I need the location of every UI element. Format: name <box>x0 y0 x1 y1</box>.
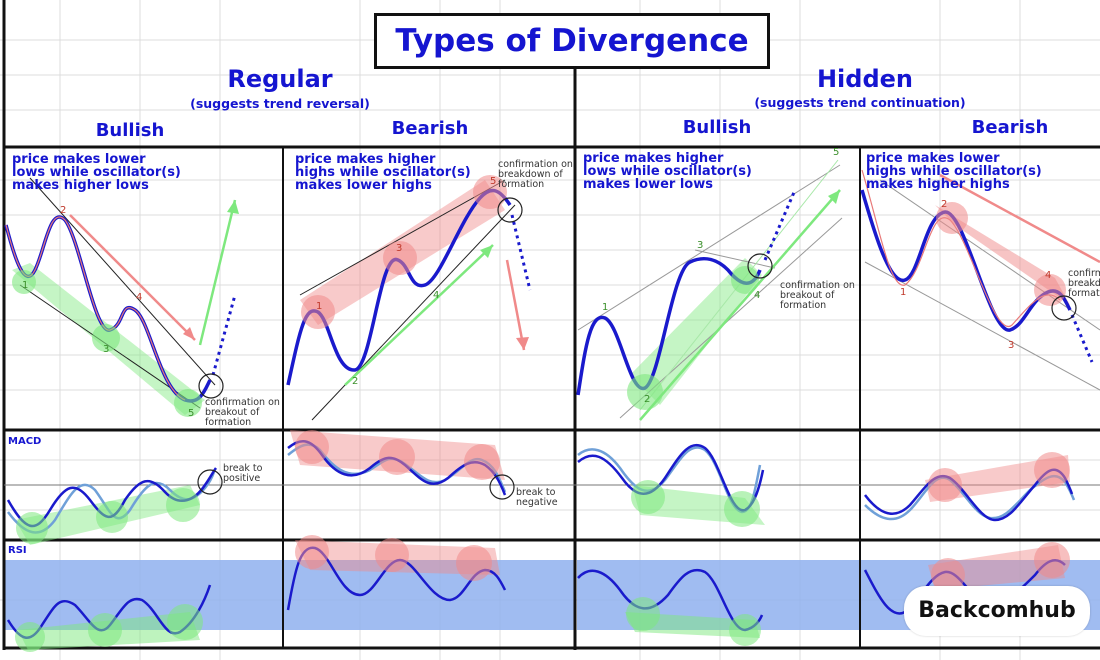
point-marker-5 <box>174 389 202 417</box>
bearish-highs-zone <box>935 205 1070 305</box>
macd-regular-bearish <box>287 430 515 500</box>
point-marker-4 <box>731 266 759 294</box>
point-label-5: 5 <box>490 176 497 187</box>
regular-bearish-heading: Bearish <box>391 118 469 139</box>
hidden-bullish-description: price makes higher lows while oscillator… <box>583 151 752 192</box>
hidden-bearish-description: price makes lower highs while oscillator… <box>866 151 1042 192</box>
regular-bullish-confirmation-note: confirmation on breakout of formation <box>205 397 280 428</box>
bullish-lows-zone <box>630 258 762 405</box>
breakout-arrow <box>198 199 237 346</box>
rsi-regular-bullish <box>6 584 212 652</box>
point-label-1: 1 <box>602 302 609 313</box>
regular-bullish-description: price makes lower lows while oscillator(… <box>12 152 181 193</box>
point-label-3: 3 <box>1008 340 1015 351</box>
regular-bearish-description: price makes higher highs while oscillato… <box>295 152 471 193</box>
hidden-bullish-confirmation-note: confirmation on breakout of formation <box>780 280 855 311</box>
uptrend-arrow <box>639 189 841 421</box>
point-label-2: 2 <box>941 199 948 210</box>
point-marker-3 <box>383 241 417 275</box>
macd-hidden-bullish <box>577 443 765 527</box>
point-label-2: 2 <box>352 376 359 387</box>
regular-bullish-price-panel <box>4 177 239 417</box>
price-line <box>4 215 212 403</box>
hidden-subtitle: (suggests trend continuation) <box>754 95 966 110</box>
hidden-bearish-price-panel <box>860 169 1100 391</box>
macd-break-positive-note: break to positive <box>223 463 263 484</box>
regular-bearish-confirmation-note: confirmation on breakdown of formation <box>498 159 573 190</box>
hidden-bearish-heading: Bearish <box>971 117 1049 138</box>
point-label-3: 3 <box>396 243 403 254</box>
regular-heading: Regular <box>227 65 333 93</box>
page-title: Types of Divergence <box>374 13 770 69</box>
point-marker-2 <box>627 374 663 410</box>
point-label-5: 5 <box>833 147 840 158</box>
confirmation-circle <box>497 197 523 223</box>
hidden-heading: Hidden <box>816 65 914 93</box>
downtrend-arrow <box>69 214 196 341</box>
rsi-hidden-bearish <box>863 542 1070 615</box>
point-label-2: 2 <box>644 394 651 405</box>
brand-logo: Backcomhub <box>904 586 1090 636</box>
price-line <box>576 257 762 396</box>
point-label-2: 2 <box>60 205 67 216</box>
point-marker-1 <box>12 270 36 294</box>
macd-regular-bullish <box>6 467 223 545</box>
column-dividers <box>282 147 861 648</box>
macd-label: MACD <box>8 436 42 447</box>
point-label-5: 5 <box>188 408 195 419</box>
point-label-4: 4 <box>433 290 440 301</box>
hidden-bullish-price-panel <box>576 159 843 421</box>
hidden-bullish-heading: Bullish <box>682 117 752 138</box>
point-marker-1 <box>301 295 335 329</box>
rsi-regular-bearish <box>286 535 507 611</box>
macd-hidden-bearish <box>864 452 1076 522</box>
rsi-hidden-bullish <box>577 569 764 646</box>
point-label-3: 3 <box>103 344 110 355</box>
downtrend-arrow <box>939 173 1100 264</box>
confirmation-circle <box>1051 295 1077 321</box>
breakdown-arrow <box>505 259 526 351</box>
point-label-3: 3 <box>697 240 704 251</box>
regular-bearish-price-panel <box>286 175 532 421</box>
point-label-4: 4 <box>1045 270 1052 281</box>
regular-bullish-heading: Bullish <box>95 120 165 141</box>
macd-break-negative-note: break to negative <box>516 487 558 508</box>
point-label-1: 1 <box>22 280 29 291</box>
regular-subtitle: (suggests trend reversal) <box>190 96 370 111</box>
point-label-1: 1 <box>900 287 907 298</box>
confirmation-circle <box>198 373 224 399</box>
point-label-1: 1 <box>316 301 323 312</box>
point-label-4: 4 <box>754 290 761 301</box>
hidden-bearish-confirmation-note: confirm breakd formati <box>1068 268 1100 299</box>
point-marker-2 <box>936 202 968 234</box>
confirmation-circle <box>747 253 773 279</box>
rsi-label: RSI <box>8 545 27 556</box>
point-marker-3 <box>92 324 120 352</box>
point-marker-5 <box>473 175 507 209</box>
point-label-4: 4 <box>136 292 143 303</box>
uptrend-arrow <box>344 244 494 386</box>
